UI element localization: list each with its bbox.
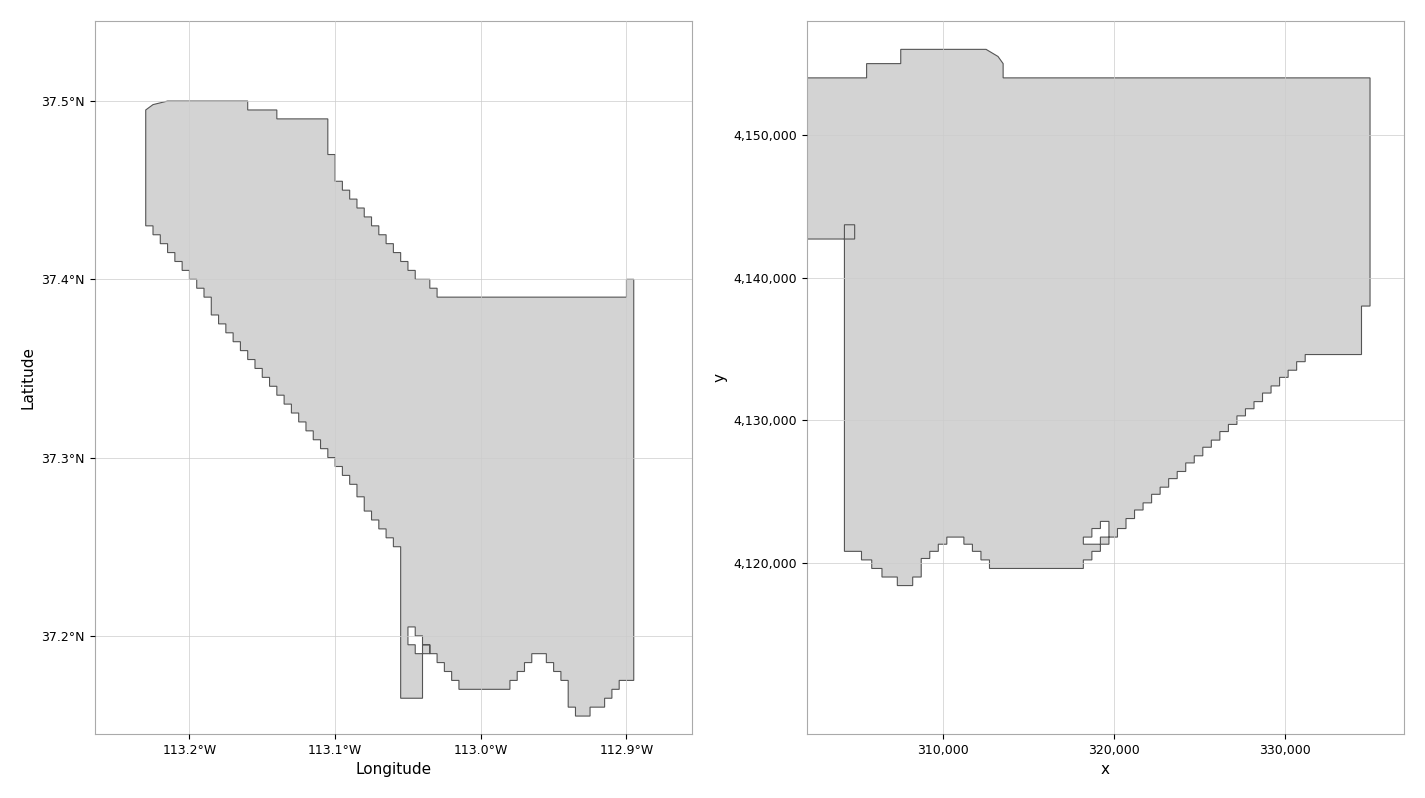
Y-axis label: Latitude: Latitude (21, 346, 36, 409)
Y-axis label: y: y (712, 373, 728, 382)
X-axis label: Longitude: Longitude (355, 762, 432, 777)
PathPatch shape (684, 49, 1369, 586)
PathPatch shape (145, 101, 634, 716)
X-axis label: x: x (1102, 762, 1110, 777)
